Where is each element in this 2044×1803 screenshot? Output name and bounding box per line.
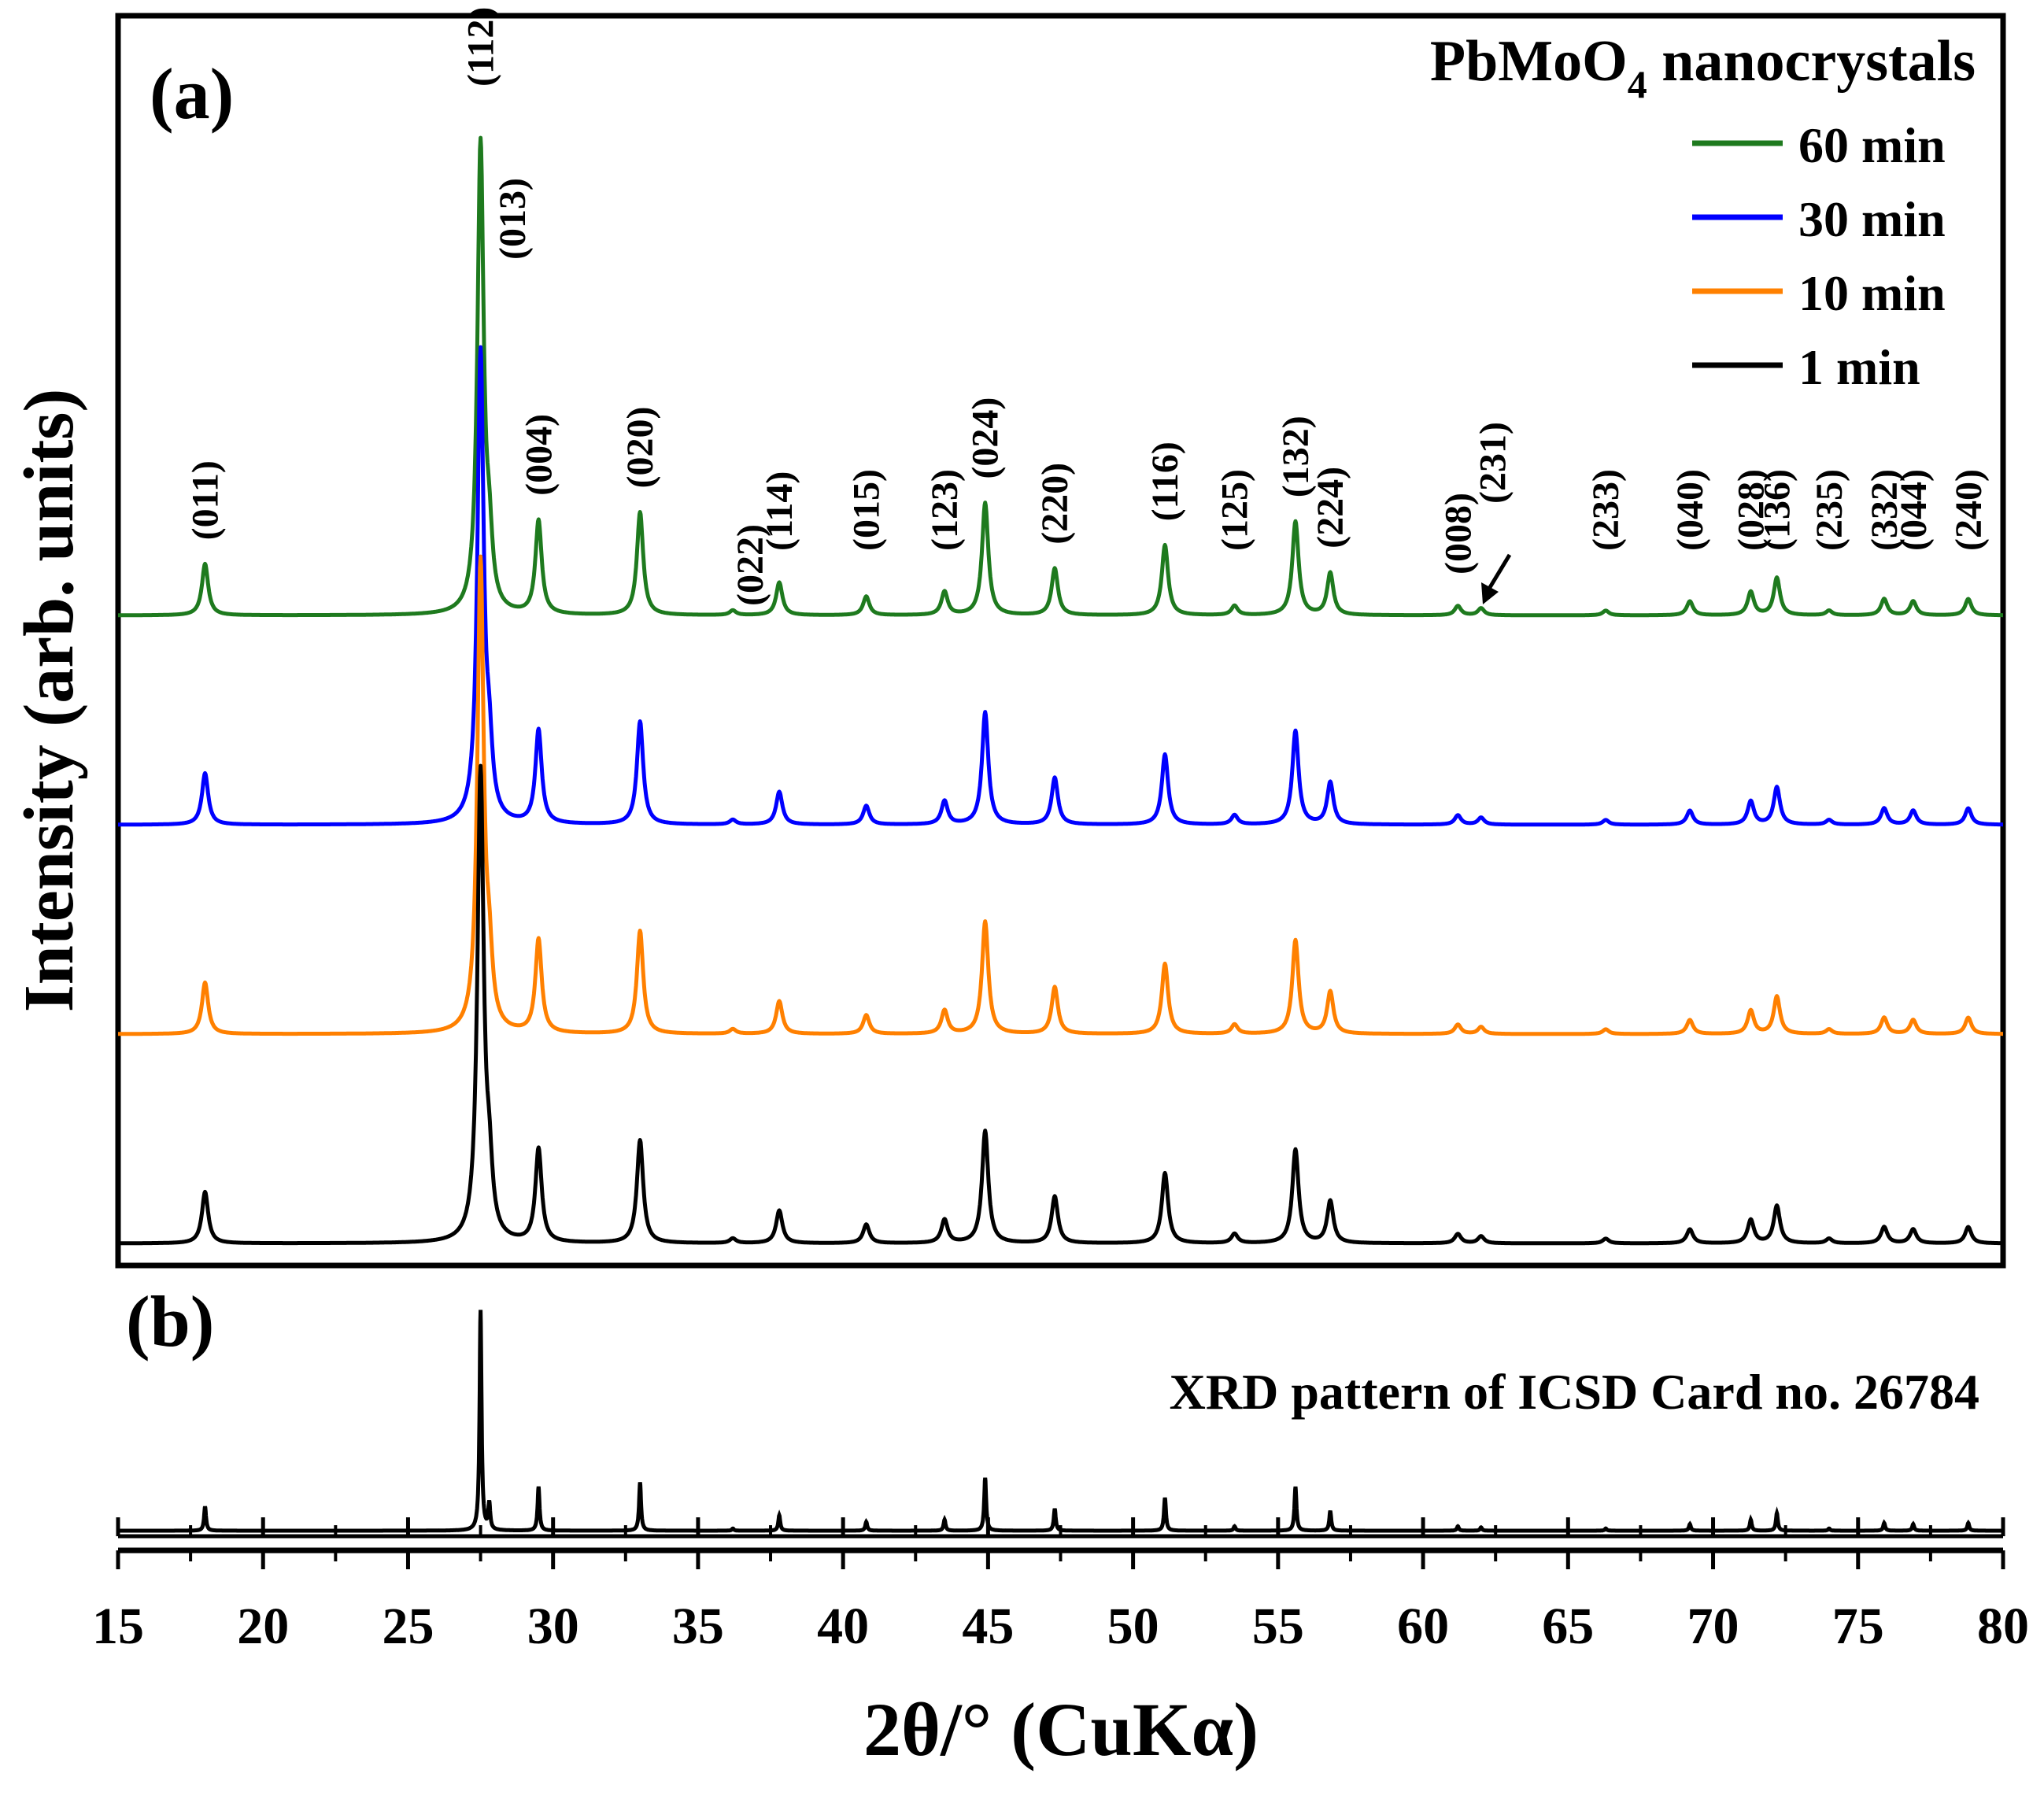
panel-a-frame [115,13,2006,1269]
arrow-231-icon [1481,553,1512,604]
series-line-10-min [116,554,2005,1036]
hkl-label: (024) [965,397,1007,479]
x-tick-label: 15 [92,1598,144,1655]
x-tick-label: 75 [1832,1598,1884,1655]
chart-title-suffix: nanocrystals [1647,29,1976,94]
hkl-label: (020) [619,407,661,489]
chart-title-main: PbMoO [1430,29,1628,94]
series-line-30-min [116,345,2005,827]
x-tick-label: 20 [237,1598,289,1655]
legend-label: 60 min [1798,117,1946,173]
hkl-label: (015) [846,469,888,551]
hkl-label: (044) [1893,469,1935,551]
x-tick-label: 45 [962,1598,1014,1655]
hkl-label: (040) [1669,469,1711,551]
hkl-label: (022) [730,524,771,606]
x-axis-ticks: 15 20 25 30 35 40 45 50 55 60 65 70 75 80 [92,1517,2029,1655]
hkl-label: (123) [924,469,966,551]
x-tick-label: 40 [817,1598,869,1655]
legend-label: 30 min [1798,191,1946,247]
x-tick-label: 25 [382,1598,434,1655]
hkl-label: (125) [1214,469,1256,551]
hkl-label: (233) [1585,469,1627,551]
hkl-label: (008) [1437,493,1479,575]
x-tick-label: 55 [1252,1598,1304,1655]
hkl-label: (240) [1948,469,1990,551]
x-tick-label: 60 [1397,1598,1449,1655]
hkl-label: (028) [1730,469,1772,551]
legend: 60 min 30 min 10 min 1 min [1692,117,1946,395]
reference-line [118,1310,2003,1533]
x-tick-label: 30 [527,1598,579,1655]
reference-pattern [118,1310,2003,1533]
hkl-label: (112) [460,7,502,87]
hkl-label: (132) [1275,416,1317,497]
xrd-series [116,135,2005,1246]
hkl-label: (011) [185,460,227,540]
hkl-label: (116) [1144,442,1186,521]
legend-label: 10 min [1798,265,1946,321]
chart-title: PbMoO4 nanocrystals [1430,29,1976,106]
hkl-label: (136) [1757,469,1798,551]
hkl-label: (235) [1809,469,1850,551]
x-tick-label: 35 [672,1598,724,1655]
series-line-60-min [116,135,2005,618]
hkl-label: (332) [1864,469,1905,551]
hkl-label: (220) [1034,463,1076,545]
panel-b-label: (b) [126,1281,214,1361]
panel-b-annotation: XRD pattern of ICSD Card no. 26784 [1170,1364,1979,1420]
panel-a-label: (a) [150,54,234,134]
x-tick-label: 65 [1542,1598,1594,1655]
hkl-label: (224) [1310,467,1351,549]
chart-title-subscript: 4 [1628,62,1647,106]
x-tick-label: 50 [1107,1598,1159,1655]
legend-label: 1 min [1798,339,1920,395]
hkl-label: (231) [1473,422,1514,504]
x-tick-label: 70 [1687,1598,1739,1655]
x-axis-label: 2θ/° (CuKα) [863,1687,1259,1772]
hkl-label: (004) [518,414,560,496]
hkl-label: (114) [759,471,800,551]
hkl-label: (013) [492,178,534,260]
series-line-1-min [116,763,2005,1246]
x-tick-label: 80 [1977,1598,2029,1655]
y-axis-label: Intensity (arb. units) [10,389,88,1013]
hkl-labels: (011) (112) (013) (004) (020) (022)(114) (015)… [185,7,1990,606]
